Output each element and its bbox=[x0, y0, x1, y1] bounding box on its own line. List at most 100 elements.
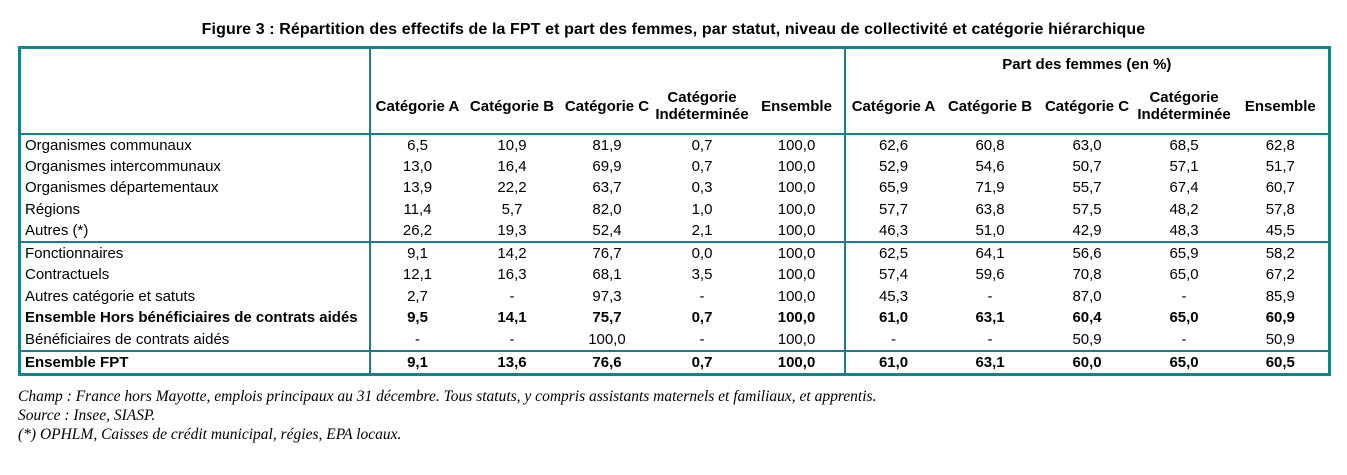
cell-part-femmes: 65,0 bbox=[1169, 266, 1199, 284]
cell-part-femmes: - bbox=[1181, 330, 1187, 348]
cell-effectifs: 13,6 bbox=[497, 353, 527, 371]
figure-title: Figure 3 : Répartition des effectifs de … bbox=[201, 21, 1146, 38]
cell-part-femmes: 48,2 bbox=[1169, 200, 1199, 218]
cell-part-femmes: 60,5 bbox=[1265, 353, 1295, 371]
row-label: Organismes départementaux bbox=[19, 177, 371, 199]
column-header-femmes-categorie-b: Catégorie B bbox=[947, 97, 1033, 115]
cell-effectifs: 0,3 bbox=[691, 179, 713, 197]
cell-part-femmes: 45,3 bbox=[878, 287, 909, 305]
cell-effectifs: 14,1 bbox=[497, 309, 527, 327]
cell-part-femmes: 57,1 bbox=[1169, 157, 1199, 175]
cell-part-femmes: 60,7 bbox=[1265, 179, 1295, 197]
row-label: Régions bbox=[19, 198, 371, 220]
cell-part-femmes: 65,0 bbox=[1169, 309, 1199, 327]
cell-effectifs: 2,1 bbox=[691, 222, 713, 239]
cell-effectifs: 100,0 bbox=[749, 220, 846, 242]
cell-part-femmes: 60,9 bbox=[1265, 309, 1295, 327]
note-asterisk: (*) OPHLM, Caisses de crédit municipal, … bbox=[18, 426, 402, 443]
footnotes: Champ : France hors Mayotte, emplois pri… bbox=[18, 387, 1337, 444]
row-label: Organismes communaux bbox=[19, 133, 371, 156]
cell-part-femmes: 64,1 bbox=[975, 245, 1005, 262]
cell-part-femmes: 63,1 bbox=[975, 353, 1005, 371]
cell-effectifs: 0,0 bbox=[691, 245, 713, 262]
cell-part-femmes: 61,0 bbox=[878, 309, 909, 327]
table-section-statut: Fonctionnaires 9,1 14,2 76,7 0,0 100,0 62,5 64,… bbox=[19, 242, 1330, 351]
cell-effectifs: 100,0 bbox=[749, 285, 846, 307]
cell-effectifs: 5,7 bbox=[501, 200, 523, 218]
header-span-row: Part des femmes (en %) bbox=[19, 47, 1330, 134]
cell-effectifs: 82,0 bbox=[592, 200, 622, 218]
table-row: Autres catégorie et satuts 2,7 - 97,3 - 100,0… bbox=[19, 285, 1330, 307]
cell-part-femmes: 42,9 bbox=[1072, 222, 1102, 239]
row-label: Ensemble Hors bénéficiaires de contrats … bbox=[19, 307, 371, 329]
cell-part-femmes: 63,1 bbox=[975, 309, 1005, 327]
data-table: Part des femmes (en %) Catégorie A Catég… bbox=[18, 46, 1332, 376]
row-label: Contractuels bbox=[19, 264, 371, 286]
cell-effectifs: 100,0 bbox=[749, 242, 846, 264]
cell-effectifs: 1,0 bbox=[691, 200, 713, 218]
table-row: Bénéficiaires de contrats aidés - - 100,0 - 1… bbox=[19, 328, 1330, 351]
cell-effectifs: 16,4 bbox=[497, 157, 527, 175]
cell-part-femmes: 67,2 bbox=[1265, 266, 1295, 284]
cell-part-femmes: 63,0 bbox=[1072, 136, 1102, 154]
column-header-femmes-categorie-a: Catégorie A bbox=[851, 97, 936, 115]
table-header: Part des femmes (en %) Catégorie A Catég… bbox=[19, 47, 1330, 134]
cell-part-femmes: - bbox=[891, 330, 897, 348]
cell-effectifs: 10,9 bbox=[497, 136, 527, 154]
cell-part-femmes: 50,9 bbox=[1072, 330, 1102, 348]
cell-effectifs: 9,5 bbox=[407, 309, 428, 327]
cell-part-femmes: 87,0 bbox=[1072, 287, 1102, 305]
cell-effectifs: 100,0 bbox=[749, 264, 846, 286]
table-row: Fonctionnaires 9,1 14,2 76,7 0,0 100,0 62,5 64,… bbox=[19, 242, 1330, 264]
table-row: Organismes départementaux 13,9 22,2 63,7 0,3… bbox=[19, 177, 1330, 199]
cell-effectifs: 100,0 bbox=[749, 328, 846, 351]
column-header-categorie-a: Catégorie A bbox=[375, 97, 460, 115]
cell-effectifs: 12,1 bbox=[402, 266, 433, 284]
column-header-femmes-ensemble: Ensemble bbox=[1244, 97, 1316, 115]
column-header-categorie-c: Catégorie C bbox=[564, 97, 650, 115]
cell-effectifs: 11,4 bbox=[403, 200, 432, 218]
cell-effectifs: 16,3 bbox=[497, 266, 527, 284]
cell-effectifs: 100,0 bbox=[749, 198, 846, 220]
table-row: Ensemble FPT 9,1 13,6 76,6 0,7 100,0 61,0 63,1 6… bbox=[19, 350, 1330, 375]
table-row: Autres (*) 26,2 19,3 52,4 2,1 100,0 46,3 51,0 42… bbox=[19, 220, 1330, 242]
column-header-femmes-categorie-c: Catégorie C bbox=[1044, 97, 1130, 115]
cell-effectifs: 81,9 bbox=[592, 136, 622, 154]
cell-effectifs: 75,7 bbox=[592, 309, 622, 327]
cell-effectifs: 13,0 bbox=[402, 157, 433, 175]
cell-part-femmes: 60,8 bbox=[975, 136, 1005, 154]
cell-effectifs: 26,2 bbox=[402, 222, 433, 239]
cell-part-femmes: - bbox=[987, 330, 993, 348]
cell-effectifs: 100,0 bbox=[749, 133, 846, 156]
cell-effectifs: 100,0 bbox=[588, 330, 626, 348]
cell-effectifs: 100,0 bbox=[749, 307, 846, 329]
cell-effectifs: 97,3 bbox=[592, 287, 622, 305]
column-header-femmes-categorie-indeterminee: Catégorie Indéterminée bbox=[1137, 89, 1231, 123]
cell-part-femmes: 58,2 bbox=[1265, 245, 1295, 262]
cell-part-femmes: 46,3 bbox=[878, 222, 909, 239]
header-columns-row: Catégorie A Catégorie B Catégorie C Caté… bbox=[20, 79, 1330, 134]
cell-part-femmes: 57,7 bbox=[878, 200, 909, 218]
column-header-ensemble: Ensemble bbox=[749, 79, 846, 134]
note-champ: Champ : France hors Mayotte, emplois pri… bbox=[18, 388, 877, 405]
cell-part-femmes: 68,5 bbox=[1169, 136, 1199, 154]
cell-part-femmes: 56,6 bbox=[1072, 245, 1102, 262]
cell-part-femmes: 48,3 bbox=[1169, 222, 1199, 239]
header-femmes-span: Part des femmes (en %) bbox=[1002, 55, 1172, 73]
cell-part-femmes: 60,4 bbox=[1072, 309, 1102, 327]
cell-part-femmes: 57,4 bbox=[878, 266, 909, 284]
cell-effectifs: 100,0 bbox=[749, 350, 846, 375]
column-header-categorie-b: Catégorie B bbox=[469, 97, 555, 115]
row-label: Organismes intercommunaux bbox=[19, 155, 371, 177]
cell-part-femmes: 55,7 bbox=[1072, 179, 1102, 197]
cell-effectifs: 0,7 bbox=[691, 136, 713, 154]
cell-part-femmes: 50,9 bbox=[1265, 330, 1295, 348]
row-label: Autres (*) bbox=[19, 220, 371, 242]
cell-part-femmes: 57,5 bbox=[1072, 200, 1102, 218]
table-section-collectivite: Organismes communaux 6,5 10,9 81,9 0,7 100,0 6… bbox=[19, 133, 1330, 242]
note-source: Source : Insee, SIASP. bbox=[18, 407, 156, 424]
cell-effectifs: - bbox=[415, 330, 420, 348]
cell-effectifs: 3,5 bbox=[691, 266, 713, 284]
cell-effectifs: 19,3 bbox=[497, 222, 527, 239]
table-row: Organismes intercommunaux 13,0 16,4 69,9 0,7… bbox=[19, 155, 1330, 177]
